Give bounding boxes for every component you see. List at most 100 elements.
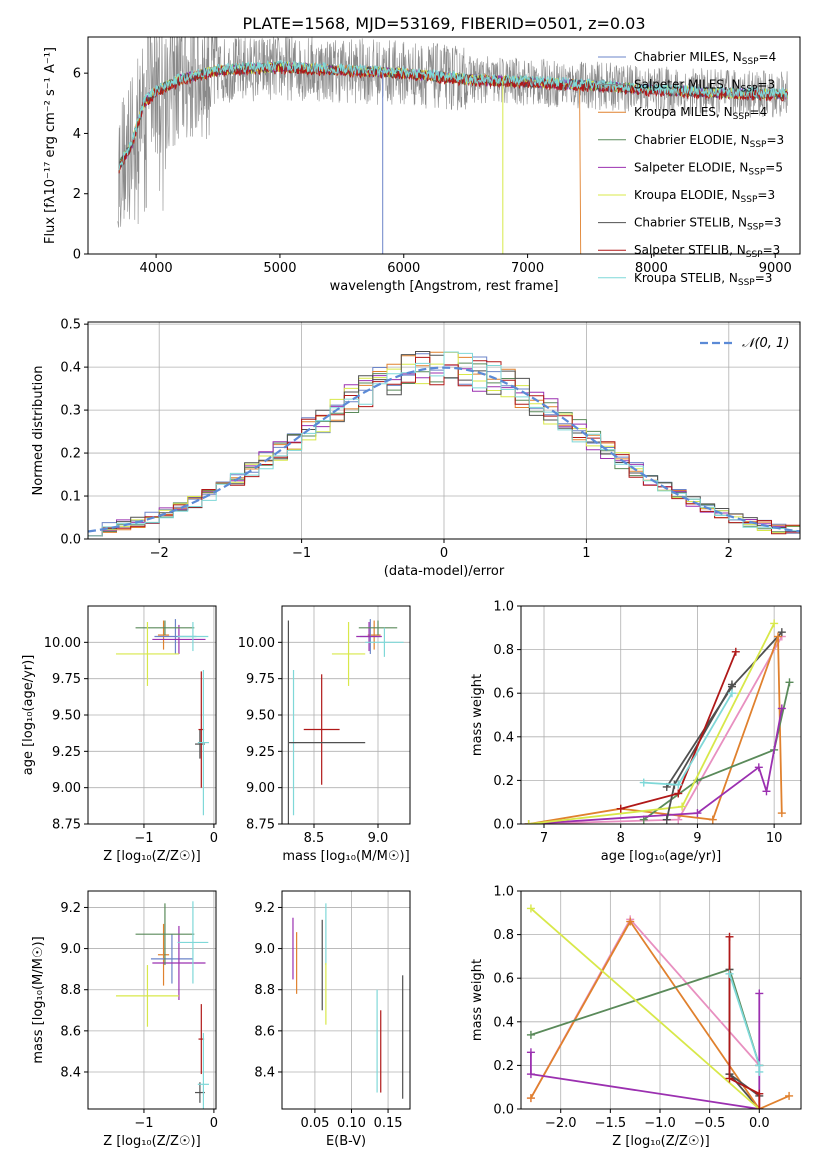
y-tick-label: 1.0	[493, 600, 514, 615]
x-tick-label: −1.0	[644, 1116, 676, 1131]
y-tick-label: 9.50	[246, 709, 275, 724]
y-tick-label: 9.75	[246, 672, 275, 687]
panel-weight-vs-Z: −2.0 −1.5 −1.0 −0.5 0.0 0.0 0.2 0.4 0.6 0.8 1.0 Z […	[470, 885, 802, 1149]
mass-weight-line	[530, 919, 790, 1109]
x-tick-label: −2	[150, 546, 169, 561]
panel-residuals: −2 −1 0 1 2 0.0 0.1 0.2 0.3 0.4 0.5 (data-model)/er…	[31, 318, 801, 579]
panel-age-vs-mass: 8.5 9.0 8.75 9.00 9.25 9.50 9.75 10.00 mass [log…	[238, 605, 411, 864]
y-tick-label: 0.2	[493, 774, 514, 789]
mass-weight-marker	[770, 619, 779, 628]
axes-frame	[87, 36, 801, 255]
axes-frame	[281, 890, 411, 1110]
model-spectrum-line	[118, 61, 582, 254]
error-bar-point	[157, 923, 170, 986]
y-tick-label: 8.75	[52, 818, 81, 833]
x-tick-label: −0.5	[694, 1116, 726, 1131]
x-axis-label: age [log₁₀(age/yr)]	[601, 849, 722, 864]
mass-weight-marker	[526, 1070, 535, 1079]
x-tick-label: −1	[134, 831, 153, 846]
x-tick-label: 0	[440, 546, 448, 561]
panel-mass-vs-Z: −1 0 8.4 8.6 8.8 9.0 9.2 Z [log₁₀(Z/Z☉)] mass [l…	[31, 890, 218, 1149]
plot-area	[524, 619, 794, 824]
x-axis-label: wavelength [Angstrom, rest frame]	[330, 279, 559, 294]
error-bar-point	[367, 620, 381, 650]
x-axis-label: mass [log₁₀(M/M☉)]	[282, 849, 409, 864]
legend-entry: Chabrier MILES, NSSP=4	[634, 50, 776, 67]
mass-weight-marker	[526, 1030, 535, 1039]
y-tick-label: 0.0	[493, 1103, 514, 1118]
y-axis-label: age [log₁₀(age/yr)]	[21, 655, 36, 776]
y-tick-label: 9.00	[52, 781, 81, 796]
legend-entry: Kroupa MILES, NSSP=4	[634, 105, 767, 122]
mass-weight-marker	[731, 647, 740, 656]
legend-entry: Salpeter STELIB, NSSP=3	[634, 243, 780, 260]
y-axis-label: Flux [fλ10⁻¹⁷ erg cm⁻² s⁻¹ A⁻¹]	[43, 47, 58, 244]
mass-weight-marker	[674, 789, 683, 798]
y-tick-label: 9.0	[60, 942, 81, 957]
y-axis-label: Normed distribution	[31, 366, 46, 496]
y-tick-label: 0.4	[493, 1015, 514, 1030]
mass-weight-marker	[626, 917, 635, 926]
mass-weight-marker	[755, 1067, 764, 1076]
mass-weight-marker	[639, 778, 648, 787]
gaussian-reference-curve	[88, 366, 800, 533]
error-bar-point	[115, 621, 179, 686]
plot-area	[526, 904, 794, 1109]
y-tick-label: 8.6	[254, 1024, 275, 1039]
mass-weight-line	[530, 968, 761, 1066]
x-tick-label: 6000	[387, 261, 420, 276]
model-spectrum-line	[118, 59, 788, 171]
y-tick-label: 8.8	[60, 983, 81, 998]
mass-weight-marker	[727, 689, 736, 698]
mass-weight-marker	[785, 1091, 794, 1100]
y-tick-label: 8.75	[246, 818, 275, 833]
x-axis-label: Z [log₁₀(Z/Z☉)]	[103, 849, 200, 864]
mass-weight-marker	[674, 815, 683, 824]
y-tick-label: 8.8	[254, 983, 275, 998]
mass-weight-line	[666, 631, 783, 788]
error-bar-point	[135, 903, 195, 966]
x-tick-label: 8	[617, 831, 625, 846]
legend-entry: Chabrier STELIB, NSSP=3	[634, 216, 782, 233]
legend-entry: Salpeter ELODIE, NSSP=5	[634, 160, 783, 177]
legend-entry: Kroupa ELODIE, NSSP=3	[634, 188, 775, 205]
mass-weight-marker	[725, 1074, 734, 1083]
plot-area	[115, 619, 210, 816]
y-tick-label: 8.6	[60, 1024, 81, 1039]
y-tick-label: 0	[73, 248, 81, 263]
y-tick-label: 10.00	[238, 636, 275, 651]
y-axis-label: mass [log₁₀(M/M☉)]	[31, 936, 46, 1063]
y-tick-label: 9.2	[254, 901, 275, 916]
mass-weight-marker	[524, 820, 533, 824]
y-tick-label: 8.4	[60, 1065, 81, 1080]
y-tick-label: 0.6	[493, 972, 514, 987]
error-bar-point	[197, 1032, 210, 1109]
y-tick-label: 9.75	[52, 672, 81, 687]
error-bar-point	[152, 925, 206, 1000]
axes-frame	[520, 890, 802, 1110]
x-tick-label: 7000	[511, 261, 544, 276]
error-bar-point	[365, 627, 404, 657]
mass-weight-line	[728, 973, 761, 1072]
x-tick-label: 10	[766, 831, 783, 846]
panel-spectrum: 4000 5000 6000 7000 8000 9000 0 2 4 6 wavelength […	[43, 36, 801, 294]
legend-entry: Chabrier ELODIE, NSSP=3	[634, 133, 784, 150]
error-bar-point	[331, 621, 366, 686]
mass-weight-marker	[777, 628, 786, 637]
mass-weight-marker	[755, 1089, 764, 1098]
x-axis-label: Z [log₁₀(Z/Z☉)]	[103, 1134, 200, 1149]
panel-mass-vs-EBV: 0.05 0.10 0.15 8.4 8.6 8.8 9.0 9.2 E(B-V)	[254, 890, 411, 1149]
y-tick-label: 9.00	[246, 781, 275, 796]
x-axis-label: (data-model)/error	[384, 564, 505, 579]
y-tick-label: 1.0	[493, 885, 514, 900]
mass-weight-line	[528, 636, 783, 824]
y-tick-label: 0.8	[493, 643, 514, 658]
mass-weight-marker	[773, 632, 782, 641]
x-axis-label: E(B-V)	[326, 1134, 366, 1149]
x-tick-label: 0.0	[749, 1116, 770, 1131]
mass-weight-marker	[725, 932, 734, 941]
x-tick-label: 9	[693, 831, 701, 846]
panel-weight-vs-age: 7 8 9 10 0.0 0.2 0.4 0.6 0.8 1.0 age [log₁₀(age/yr…	[470, 600, 802, 864]
y-tick-label: 0.2	[493, 1059, 514, 1074]
y-tick-label: 0.0	[493, 818, 514, 833]
